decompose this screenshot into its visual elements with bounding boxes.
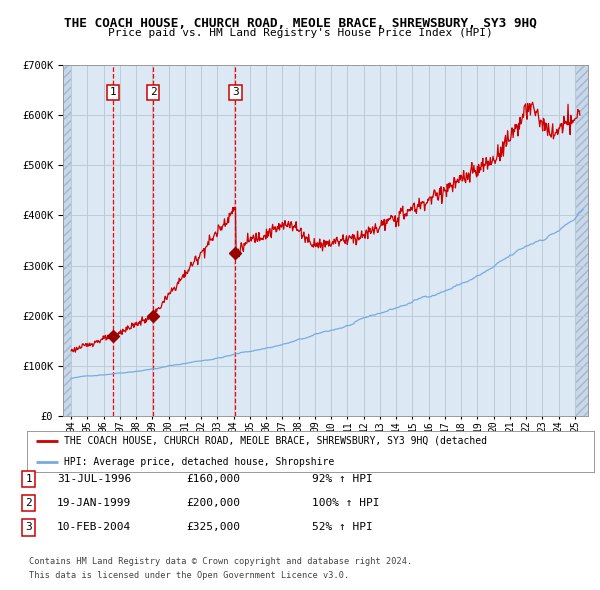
Text: 3: 3: [232, 87, 239, 97]
Text: 52% ↑ HPI: 52% ↑ HPI: [312, 523, 373, 532]
Text: 1: 1: [110, 87, 116, 97]
Text: Price paid vs. HM Land Registry's House Price Index (HPI): Price paid vs. HM Land Registry's House …: [107, 28, 493, 38]
Text: 19-JAN-1999: 19-JAN-1999: [57, 499, 131, 508]
Text: 92% ↑ HPI: 92% ↑ HPI: [312, 474, 373, 484]
Text: Contains HM Land Registry data © Crown copyright and database right 2024.: Contains HM Land Registry data © Crown c…: [29, 557, 412, 566]
Text: £200,000: £200,000: [186, 499, 240, 508]
Text: 2: 2: [150, 87, 157, 97]
Text: 10-FEB-2004: 10-FEB-2004: [57, 523, 131, 532]
Text: HPI: Average price, detached house, Shropshire: HPI: Average price, detached house, Shro…: [64, 457, 334, 467]
Text: THE COACH HOUSE, CHURCH ROAD, MEOLE BRACE, SHREWSBURY, SY3 9HQ (detached: THE COACH HOUSE, CHURCH ROAD, MEOLE BRAC…: [64, 435, 487, 445]
Text: THE COACH HOUSE, CHURCH ROAD, MEOLE BRACE, SHREWSBURY, SY3 9HQ: THE COACH HOUSE, CHURCH ROAD, MEOLE BRAC…: [64, 17, 536, 30]
Text: This data is licensed under the Open Government Licence v3.0.: This data is licensed under the Open Gov…: [29, 571, 349, 580]
Text: 3: 3: [25, 523, 32, 532]
Text: 100% ↑ HPI: 100% ↑ HPI: [312, 499, 380, 508]
Text: £325,000: £325,000: [186, 523, 240, 532]
Text: 2: 2: [25, 499, 32, 508]
Text: £160,000: £160,000: [186, 474, 240, 484]
Text: 1: 1: [25, 474, 32, 484]
Text: 31-JUL-1996: 31-JUL-1996: [57, 474, 131, 484]
